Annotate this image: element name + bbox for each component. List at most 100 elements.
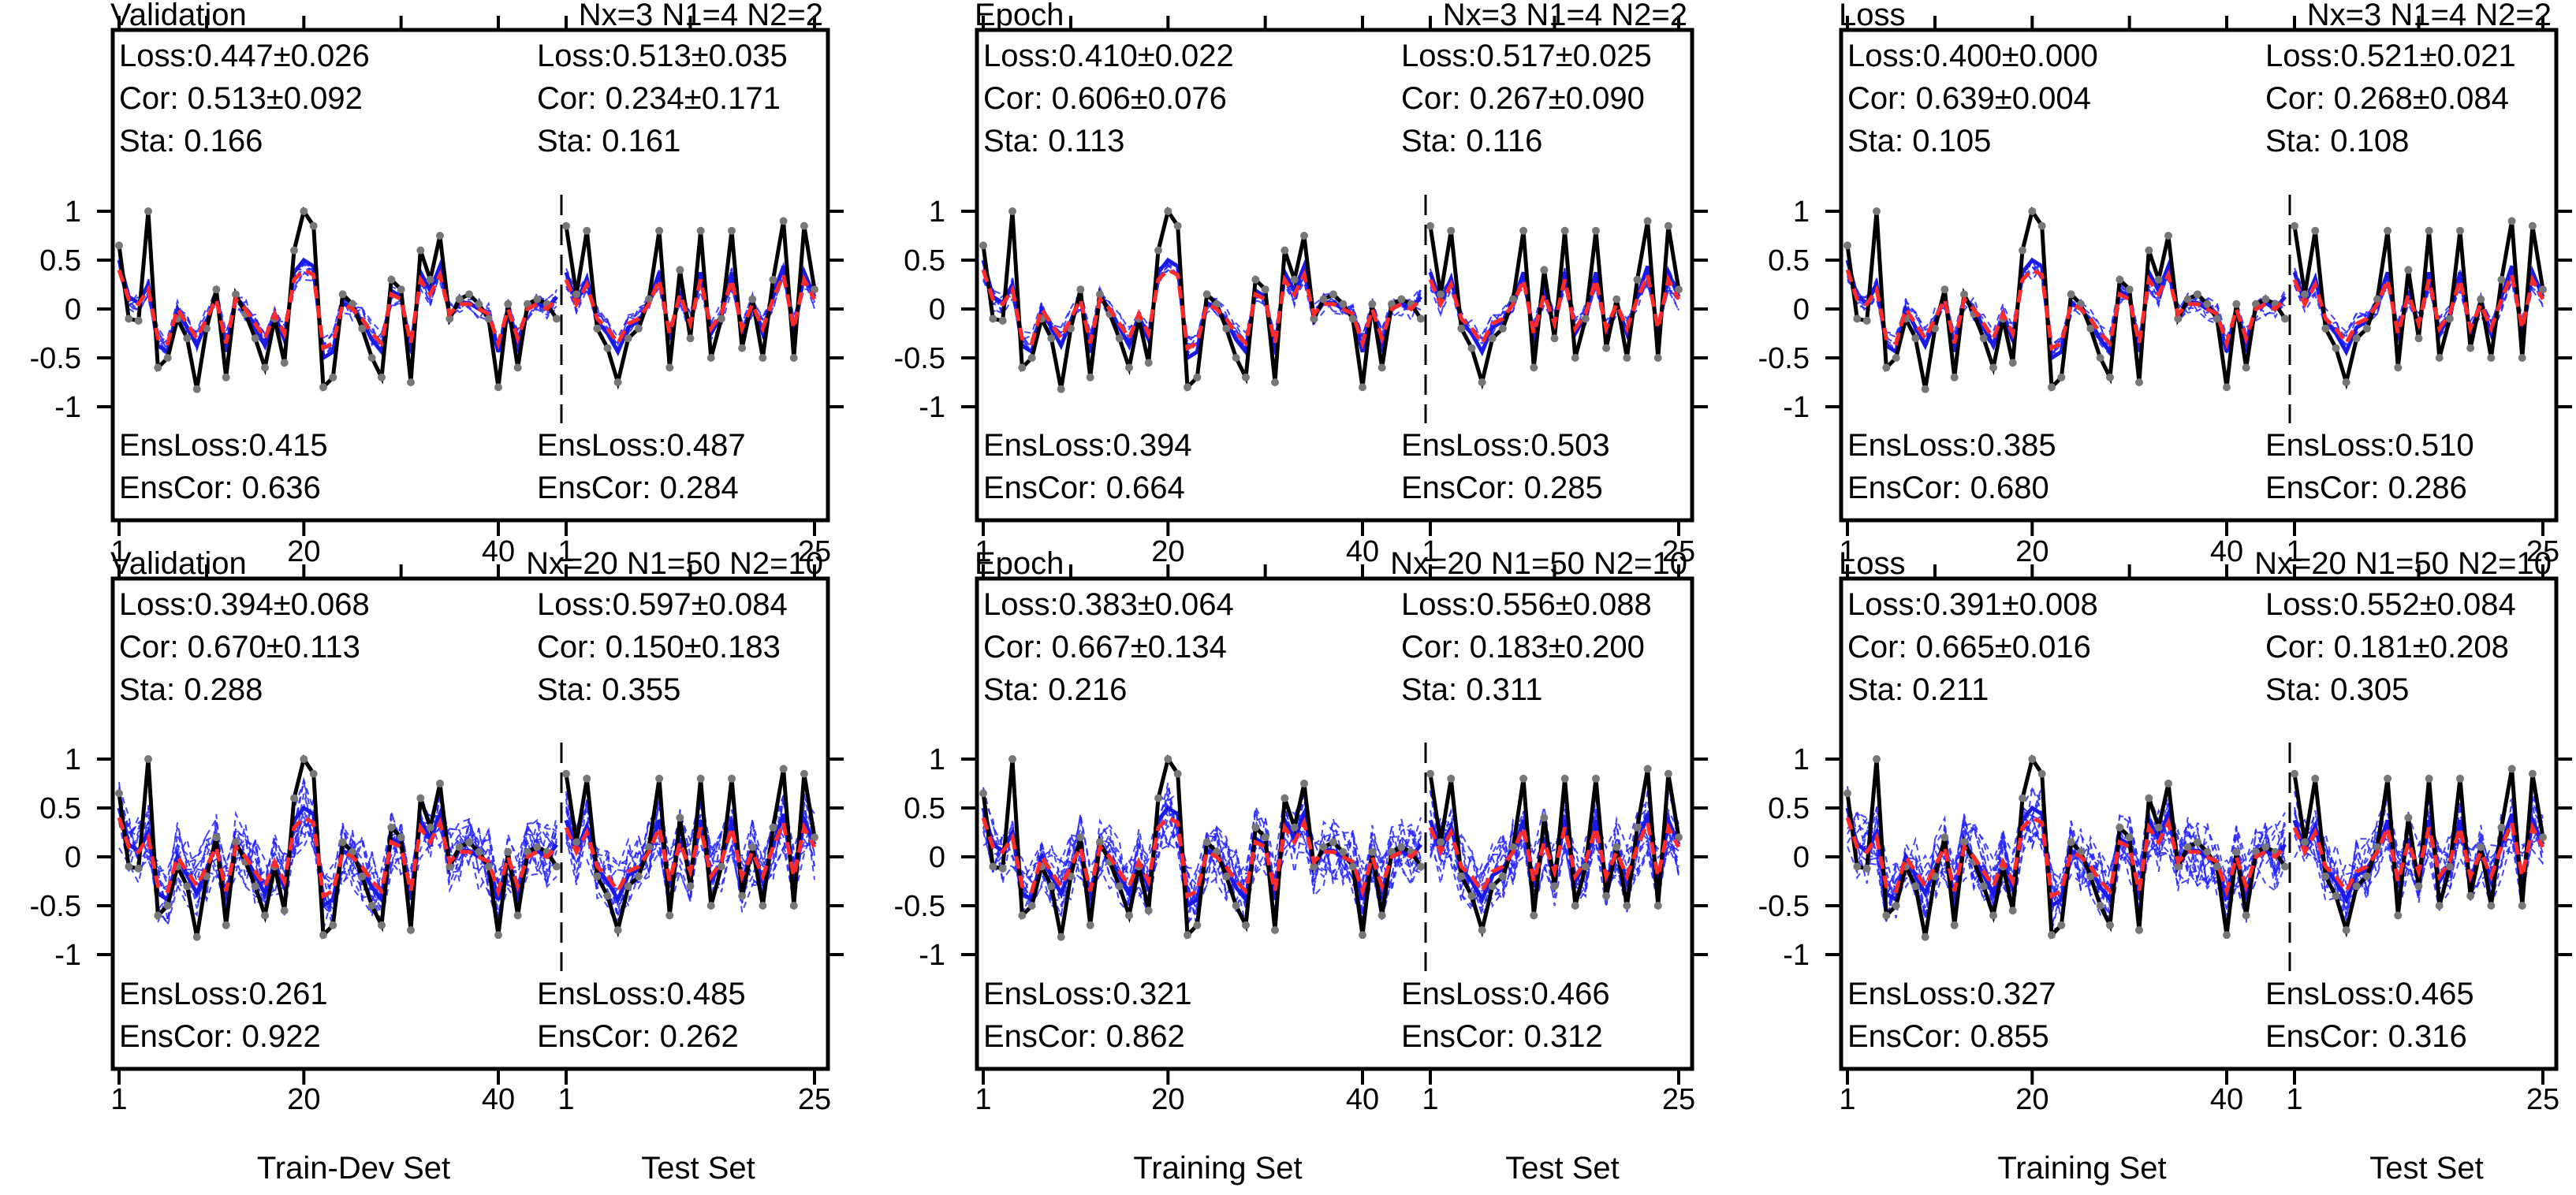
plot-frame [1839, 28, 2559, 523]
observed-point [2223, 383, 2231, 392]
x-tick-label: 1 [110, 535, 127, 568]
observed-point [192, 933, 201, 941]
observed-point [1281, 794, 1289, 802]
observed-point [397, 833, 405, 842]
observed-point [2116, 823, 2124, 832]
observed-point [1242, 373, 1250, 382]
y-tick-label: 1 [929, 743, 945, 776]
member-curve-test [2294, 812, 2544, 923]
observed-point [2203, 300, 2212, 308]
observed-point [2028, 755, 2037, 763]
x-tick-label: 40 [2210, 535, 2243, 568]
observed-point [2067, 838, 2075, 847]
y-tick-label: 0 [1793, 841, 1810, 874]
observed-point [998, 316, 1007, 325]
x-tick-label: 1 [975, 535, 991, 568]
observed-point [261, 363, 269, 372]
observed-point [748, 843, 757, 851]
y-tick-label: 1 [65, 743, 81, 776]
train-loss-stat: Loss:0.400±0.000 [1847, 39, 2098, 73]
test-cor-stat: Cor: 0.268±0.084 [2265, 81, 2509, 116]
observed-point [163, 354, 172, 362]
observed-point [706, 354, 715, 362]
observed-point [603, 344, 612, 352]
observed-point [1397, 295, 1406, 303]
observed-point [603, 892, 612, 900]
observed-point [665, 911, 674, 920]
observed-point [696, 774, 705, 783]
observed-point [358, 324, 367, 333]
observed-point [134, 316, 143, 325]
observed-point [1643, 765, 1652, 773]
observed-point [645, 295, 653, 303]
ens-train-cor: EnsCor: 0.862 [983, 1019, 1185, 1054]
panel-config: Nx=3 N1=4 N2=2 [1443, 0, 1687, 32]
observed-point [1008, 755, 1016, 763]
observed-point [1950, 373, 1959, 382]
observed-point [2456, 226, 2464, 235]
observed-point [407, 926, 415, 934]
observed-point [2086, 324, 2095, 333]
observed-point [1271, 378, 1279, 386]
y-tick-label: 0 [1793, 293, 1810, 326]
panel-title: Loss [1839, 0, 1906, 32]
ensemble-mean-train [981, 815, 1422, 899]
observed-point [2373, 843, 2381, 851]
observed-point [1862, 316, 1871, 325]
ens-test-cor: EnsCor: 0.262 [537, 1019, 739, 1054]
observed-point [1348, 315, 1357, 323]
observed-point [624, 882, 632, 891]
observed-point [583, 774, 591, 783]
observed-point [2445, 315, 2454, 323]
observed-point [2477, 843, 2485, 851]
observed-point [455, 843, 464, 851]
test-sta-stat: Sta: 0.311 [1401, 672, 1542, 707]
observed-point [513, 911, 522, 920]
y-tick-label: -1 [1783, 391, 1810, 424]
ens-train-cor: EnsCor: 0.922 [119, 1019, 321, 1054]
observed-point [728, 774, 736, 783]
observed-point [378, 373, 386, 382]
ens-test-cor: EnsCor: 0.286 [2265, 471, 2467, 505]
observed-point [125, 315, 133, 323]
observed-point [1633, 275, 1642, 284]
observed-point [1329, 290, 1337, 299]
observed-point [280, 906, 289, 915]
observed-point [583, 226, 591, 235]
observed-point [1018, 363, 1027, 372]
y-tick-label: 1 [1793, 195, 1810, 229]
observed-point [251, 882, 259, 891]
observed-point [998, 864, 1007, 873]
observed-point [212, 285, 221, 294]
observed-point [1232, 902, 1240, 910]
x-tick-label: 20 [1151, 1083, 1184, 1116]
observed-point [2028, 207, 2037, 215]
observed-point [1027, 354, 1036, 362]
observed-point [1125, 911, 1133, 920]
observed-point [416, 794, 425, 802]
observed-point [1882, 911, 1891, 920]
observed-point [717, 315, 725, 323]
observed-point [436, 780, 444, 787]
ensemble-mean-test [1428, 268, 1681, 348]
y-tick-label: 0.5 [39, 792, 81, 825]
observed-point [1076, 833, 1085, 842]
observed-point [665, 363, 674, 372]
observed-point [624, 334, 632, 343]
observed-point [1359, 383, 1366, 392]
observed-point [1498, 324, 1507, 333]
observed-line-test [2292, 220, 2545, 390]
panel-config: Nx=20 N1=50 N2=10 [526, 546, 823, 581]
y-tick-label: -0.5 [1758, 342, 1810, 375]
observed-point [1319, 843, 1328, 851]
observed-point [1202, 838, 1211, 847]
observed-point [2404, 813, 2413, 822]
ens-test-cor: EnsCor: 0.316 [2265, 1019, 2467, 1054]
observed-point [686, 334, 695, 343]
observed-point [1467, 344, 1476, 352]
observed-point [1154, 246, 1162, 255]
observed-point [634, 324, 643, 333]
y-tick-label: -0.5 [30, 342, 81, 375]
observed-point [2311, 774, 2320, 783]
